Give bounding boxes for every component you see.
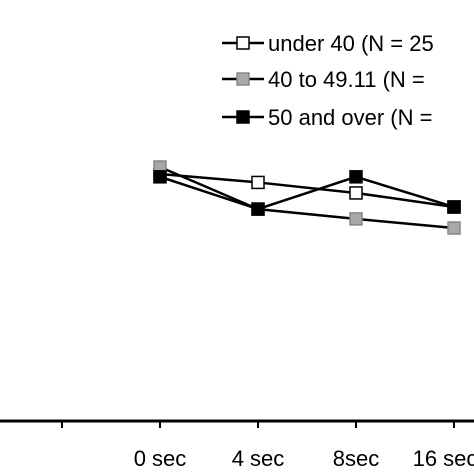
legend-marker [236, 36, 250, 50]
x-tick-label: 0 sec [134, 446, 187, 471]
legend-entry: 40 to 49.11 (N = [222, 67, 425, 92]
series-1 [153, 160, 461, 235]
x-axis-tick-labels: 0 sec 4 sec 8sec 16 sec [134, 446, 474, 471]
x-axis-ticks [61, 421, 455, 428]
series-point [153, 170, 167, 184]
legend-marker [236, 72, 250, 86]
series-point [251, 175, 265, 190]
series-point [251, 202, 265, 216]
x-tick-label: 16 sec [413, 446, 474, 471]
x-tick-label: 8sec [333, 446, 379, 471]
series-2 [153, 170, 461, 216]
x-axis: 0 sec 4 sec 8sec 16 sec [0, 419, 474, 471]
legend: under 40 (N = 25 40 to 49.11 (N = 50 and o… [222, 31, 434, 130]
series-point [349, 212, 363, 226]
x-tick-label: 4 sec [232, 446, 285, 471]
legend-label: 50 and over (N = [268, 105, 432, 130]
series-point [349, 186, 363, 200]
series-line [159, 175, 455, 211]
legend-entry: under 40 (N = 25 [222, 31, 434, 56]
legend-label: 40 to 49.11 (N = [268, 67, 425, 92]
series-line [159, 165, 455, 230]
legend-marker [236, 110, 250, 124]
legend-entry: 50 and over (N = [222, 105, 432, 130]
series-point [447, 200, 461, 214]
series-layer [153, 160, 461, 235]
legend-label: under 40 (N = 25 [268, 31, 434, 56]
series-point [447, 221, 461, 235]
series-point [349, 170, 363, 184]
series-line [159, 172, 455, 209]
